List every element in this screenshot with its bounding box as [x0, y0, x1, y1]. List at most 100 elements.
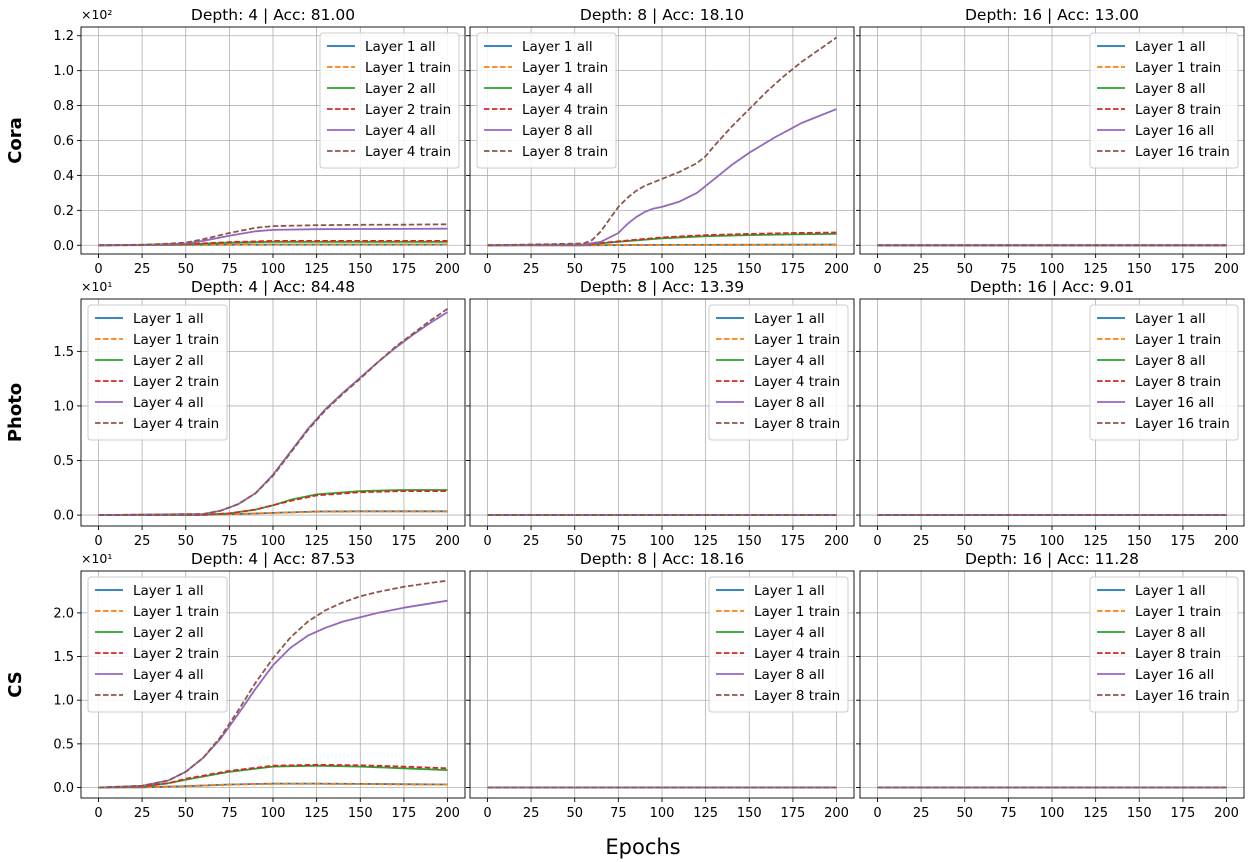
y-tick-label: 1.2: [53, 29, 74, 44]
x-tick-label: 100: [650, 262, 675, 277]
legend-label: Layer 8 all: [754, 667, 825, 683]
legend-label: Layer 16 train: [1135, 144, 1230, 160]
subplot-title: Depth: 4 | Acc: 84.48: [191, 278, 355, 296]
legend-label: Layer 1 train: [1135, 604, 1221, 620]
series-line: [98, 579, 448, 789]
legend-label: Layer 16 train: [1135, 688, 1230, 704]
y-tick-label: 0.5: [53, 454, 74, 469]
x-tick-label: 50: [956, 534, 973, 549]
x-tick-label: 75: [221, 534, 238, 549]
x-tick-label: 150: [348, 262, 373, 277]
x-tick-label: 0: [94, 262, 102, 277]
legend-label: Layer 16 all: [1135, 667, 1214, 683]
y-tick-label: 0.2: [53, 204, 74, 219]
legend-label: Layer 1 all: [522, 39, 593, 55]
subplot-3-1: 0 25 50 75 100 125 150 175 200 0.0 0.5 1.0 1.5 2.0 Dep…: [5, 550, 466, 821]
x-tick-label: 150: [737, 534, 762, 549]
x-tick-label: 150: [1127, 806, 1152, 821]
y-tick-label: 0.4: [53, 169, 74, 184]
legend-label: Layer 4 train: [754, 646, 840, 662]
y-tick-label: 1.5: [53, 650, 74, 665]
x-tick-label: 75: [1000, 262, 1017, 277]
axis-scale-label: ×10¹: [81, 279, 112, 294]
subplot-3-3: 0 25 50 75 100 125 150 175 200 Depth: 16 | Acc: 1…: [856, 550, 1245, 821]
legend-label: Layer 1 train: [754, 604, 840, 620]
legend-label: Layer 8 train: [754, 416, 840, 432]
x-tick-label: 25: [523, 262, 540, 277]
legend-label: Layer 4 train: [522, 102, 608, 118]
legend-label: Layer 8 train: [1135, 102, 1221, 118]
legend-label: Layer 8 all: [1135, 81, 1206, 97]
x-tick-label: 200: [824, 534, 849, 549]
y-tick-label: 0.6: [53, 134, 74, 149]
x-tick-label: 25: [134, 262, 151, 277]
legend-label: Layer 1 train: [133, 332, 219, 348]
legend-label: Layer 4 train: [365, 144, 451, 160]
y-tick-label: 2.0: [53, 606, 74, 621]
x-tick-label: 50: [177, 806, 194, 821]
x-tick-label: 150: [1127, 534, 1152, 549]
legend: Layer 1 all Layer 1 train Layer 4 all Layer…: [708, 304, 849, 441]
legend-label: Layer 2 all: [365, 81, 436, 97]
x-tick-label: 175: [391, 534, 416, 549]
subplot-title: Depth: 8 | Acc: 13.39: [580, 278, 744, 296]
y-tick-label: 1.0: [53, 399, 74, 414]
legend-label: Layer 16 train: [1135, 416, 1230, 432]
legend-label: Layer 4 all: [365, 123, 436, 139]
legend-label: Layer 4 train: [754, 374, 840, 390]
series-line: [98, 783, 448, 789]
x-tick-label: 175: [391, 262, 416, 277]
legend-label: Layer 2 train: [133, 646, 219, 662]
series-line: [487, 36, 838, 247]
legend-label: Layer 16 all: [1135, 395, 1214, 411]
legend-label: Layer 2 all: [133, 353, 204, 369]
series-group: [98, 579, 448, 789]
legend-label: Layer 4 all: [754, 625, 825, 641]
legend-label: Layer 1 train: [754, 332, 840, 348]
legend-label: Layer 1 all: [754, 583, 825, 599]
y-tick-label: 0.0: [53, 239, 74, 254]
x-tick-label: 50: [566, 534, 583, 549]
subplot-2-2: 0 25 50 75 100 125 150 175 200 Depth: 8 | Acc: 13…: [466, 278, 855, 549]
x-tick-label: 25: [134, 534, 151, 549]
axis-scale-label: ×10¹: [81, 551, 112, 566]
subplot-title: Depth: 16 | Acc: 13.00: [965, 6, 1139, 24]
legend-label: Layer 8 train: [754, 688, 840, 704]
x-tick-label: 200: [1214, 262, 1239, 277]
series-line: [487, 231, 837, 247]
x-tick-label: 175: [1170, 262, 1195, 277]
subplot-title: Depth: 16 | Acc: 11.28: [965, 550, 1139, 568]
series-group: [98, 308, 449, 516]
x-tick-label: 200: [1214, 534, 1239, 549]
x-tick-label: 50: [956, 806, 973, 821]
x-tick-label: 0: [94, 806, 102, 821]
series-line: [98, 308, 449, 516]
series-line: [98, 223, 448, 247]
subplot-title: Depth: 4 | Acc: 81.00: [191, 6, 355, 24]
x-tick-label: 200: [824, 262, 849, 277]
x-tick-label: 0: [483, 262, 491, 277]
x-tick-label: 100: [650, 806, 675, 821]
x-tick-label: 125: [693, 806, 718, 821]
subplot-2-1: 0 25 50 75 100 125 150 175 200 0.0 0.5 1.0 1.5 Depth:…: [5, 278, 466, 549]
x-tick-label: 50: [566, 806, 583, 821]
legend-label: Layer 2 train: [365, 102, 451, 118]
subplot-1-2: 0 25 50 75 100 125 150 175 200 Depth: 8 | Acc: 18…: [466, 6, 855, 277]
subplot-title: Depth: 4 | Acc: 87.53: [191, 550, 355, 568]
x-tick-label: 175: [1170, 806, 1195, 821]
series-line: [98, 763, 448, 789]
x-tick-label: 25: [913, 534, 930, 549]
x-tick-label: 150: [737, 262, 762, 277]
x-tick-label: 150: [348, 806, 373, 821]
legend-box: [1089, 304, 1239, 441]
legend-label: Layer 4 all: [133, 395, 204, 411]
legend: Layer 1 all Layer 1 train Layer 4 all Layer…: [708, 576, 849, 713]
legend-label: Layer 1 all: [1135, 583, 1206, 599]
x-tick-label: 125: [304, 262, 329, 277]
subplot-title: Depth: 8 | Acc: 18.16: [580, 550, 744, 568]
row-label: Photo: [5, 383, 26, 442]
x-tick-label: 175: [1170, 534, 1195, 549]
series-line: [487, 108, 837, 247]
x-tick-label: 125: [693, 534, 718, 549]
y-tick-label: 0.0: [53, 509, 74, 524]
